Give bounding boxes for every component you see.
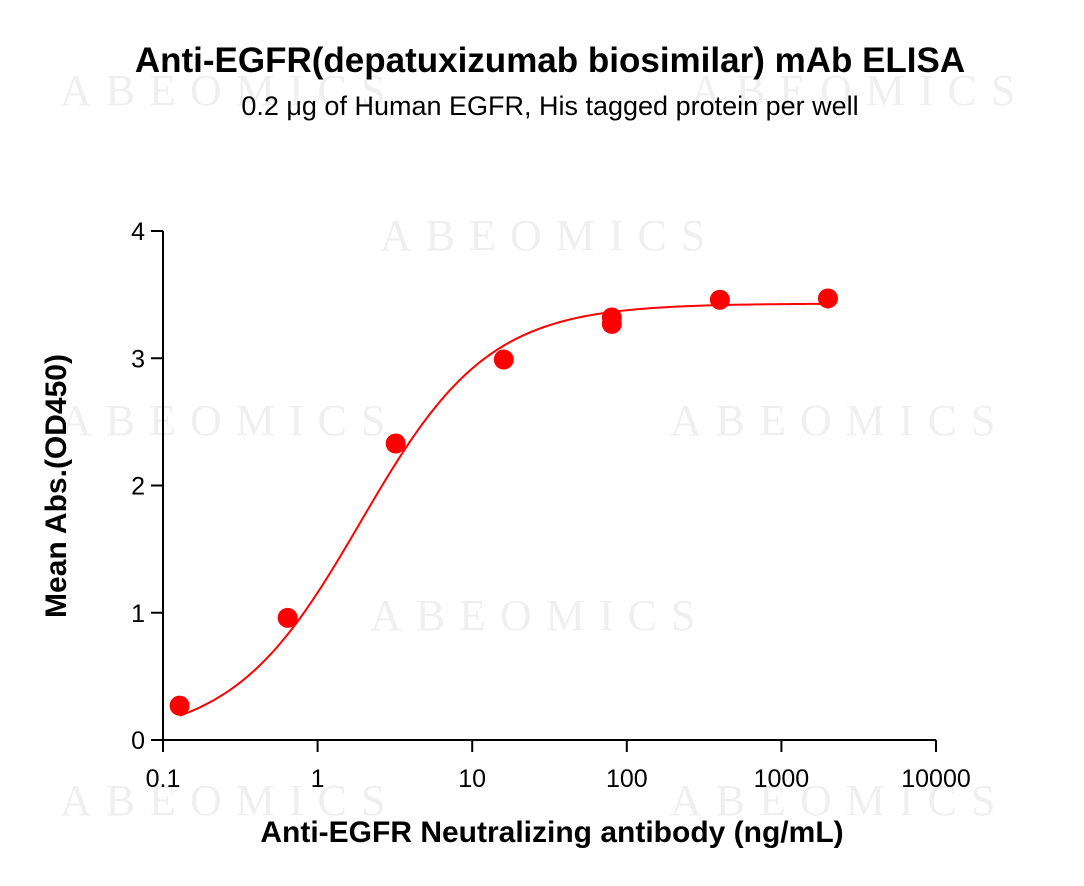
- x-tick-label: 1000: [754, 765, 810, 793]
- y-tick-label: 3: [131, 345, 145, 373]
- data-point: [493, 349, 514, 370]
- data-point: [169, 695, 190, 716]
- data-point: [709, 289, 730, 310]
- y-tick-label: 4: [131, 218, 145, 246]
- watermark-text: ABEOMICS: [60, 396, 399, 445]
- y-tick-label: 1: [131, 600, 145, 628]
- watermark-text: ABEOMICS: [370, 591, 709, 640]
- data-point: [277, 607, 298, 628]
- data-point: [385, 433, 406, 454]
- chart-subtitle: 0.2 μg of Human EGFR, His tagged protein…: [241, 91, 858, 121]
- data-points-layer: [169, 288, 838, 716]
- watermark-text: ABEOMICS: [670, 396, 1009, 445]
- watermark-text: ABEOMICS: [690, 66, 1029, 115]
- axes: 0 1 2 3 4 0.1 1 10 100 1000 10000: [131, 218, 971, 793]
- watermark-layer: ABEOMICS ABEOMICS ABEOMICS ABEOMICS ABEOMICS…: [60, 66, 1029, 825]
- watermark-text: ABEOMICS: [60, 776, 399, 825]
- x-tick-label: 0.1: [146, 765, 181, 793]
- x-tick-label: 10: [458, 765, 486, 793]
- y-tick-label: 0: [131, 727, 145, 755]
- data-point: [601, 307, 622, 328]
- watermark-text: ABEOMICS: [380, 211, 719, 260]
- watermark-text: ABEOMICS: [60, 66, 399, 115]
- chart-title: Anti-EGFR(depatuxizumab biosimilar) mAb …: [135, 41, 965, 80]
- watermark-text: ABEOMICS: [670, 776, 1009, 825]
- x-tick-label: 100: [606, 765, 648, 793]
- y-tick-label: 2: [131, 473, 145, 501]
- x-axis-label: Anti-EGFR Neutralizing antibody (ng/mL): [260, 816, 843, 849]
- x-tick-label: 1: [311, 765, 325, 793]
- data-point: [817, 288, 838, 309]
- y-axis-label: Mean Abs.(OD450): [40, 354, 73, 618]
- x-tick-label: 10000: [901, 765, 971, 793]
